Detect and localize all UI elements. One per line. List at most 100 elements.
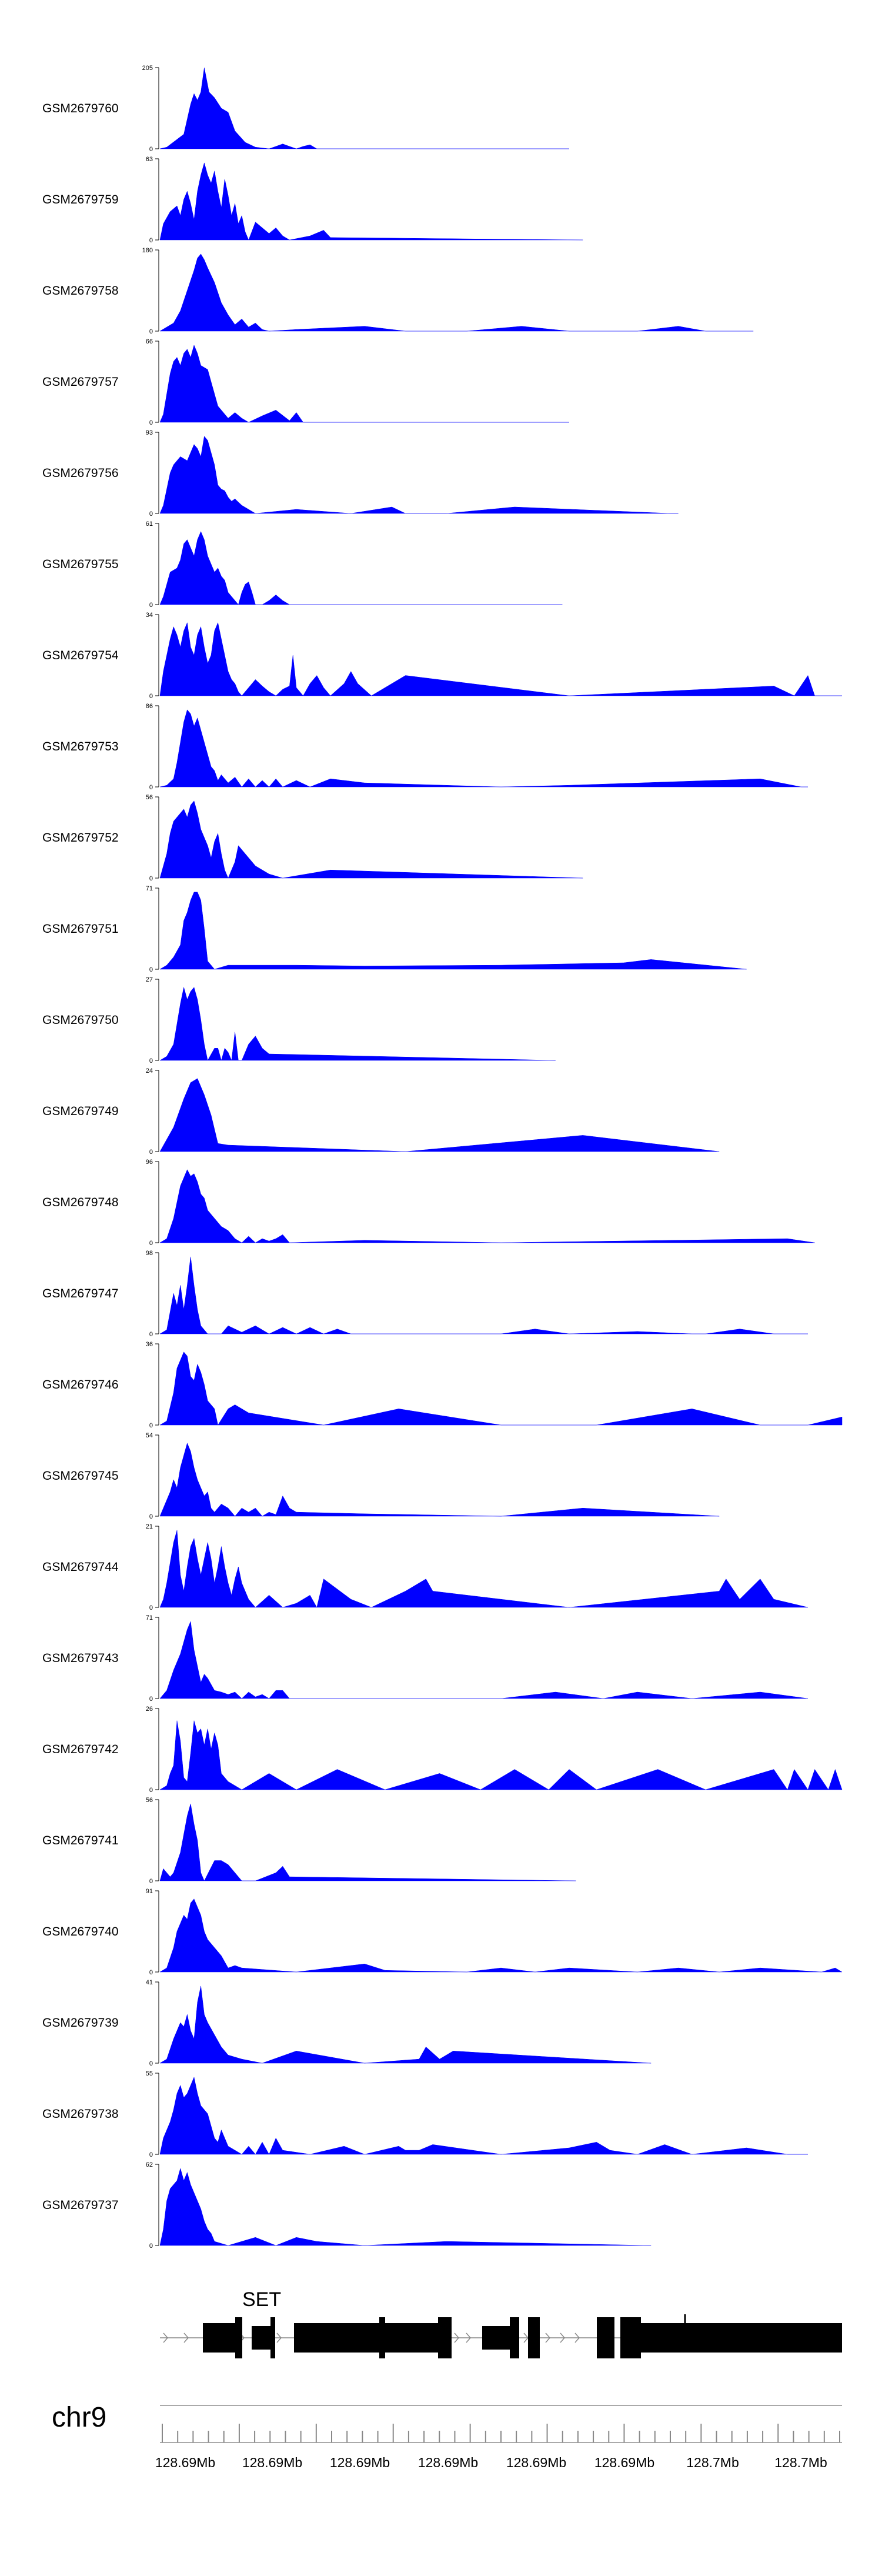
exon-block [620,2317,641,2358]
exon-block [510,2317,519,2358]
coverage-area [159,1352,843,1426]
y-max-label: 56 [146,794,153,801]
chevron-mark [454,2333,459,2343]
gene-model-track: SET [160,2288,842,2358]
exon-block [379,2317,385,2358]
y-min-label: 0 [149,875,153,882]
track-label: GSM2679751 [42,922,119,936]
y-max-label: 24 [146,1067,153,1075]
y-max-label: 27 [146,976,153,983]
coverage-area [159,253,754,332]
y-min-label: 0 [149,2060,153,2067]
coverage-area [159,892,747,970]
exon-block [482,2326,510,2350]
track-GSM2679759: GSM2679759 63 0 [42,156,583,244]
track-label: GSM2679745 [42,1469,119,1483]
chevron-mark [574,2333,580,2343]
exon-block [252,2326,270,2350]
y-min-label: 0 [149,1878,153,1885]
chevron-mark [276,2333,282,2343]
track-GSM2679751: GSM2679751 71 0 [42,885,747,973]
coverage-area [159,2167,652,2246]
exon-block [438,2317,452,2358]
coverage-area [159,1443,720,1517]
track-GSM2679756: GSM2679756 93 0 [42,429,679,518]
track-GSM2679754: GSM2679754 34 0 [42,612,842,700]
y-min-label: 0 [149,419,153,426]
track-label: GSM2679754 [42,649,119,662]
y-min-label: 0 [149,602,153,609]
strand-chevrons [163,2333,580,2343]
y-max-label: 86 [146,703,153,710]
y-min-label: 0 [149,693,153,700]
track-GSM2679752: GSM2679752 56 0 [42,794,583,882]
y-min-label: 0 [149,784,153,791]
track-label: GSM2679738 [42,2107,119,2121]
track-label: GSM2679752 [42,831,119,845]
y-min-label: 0 [149,1787,153,1794]
axis-tick-label: 128.69Mb [506,2455,566,2470]
exon-block [203,2323,235,2353]
y-max-label: 26 [146,1706,153,1713]
track-label: GSM2679740 [42,1925,119,1938]
track-GSM2679750: GSM2679750 27 0 [42,976,556,1065]
y-max-label: 34 [146,612,153,619]
y-min-label: 0 [149,2243,153,2250]
track-GSM2679746: GSM2679746 36 0 [42,1341,843,1429]
y-min-label: 0 [149,1696,153,1703]
track-label: GSM2679759 [42,193,119,206]
track-GSM2679745: GSM2679745 54 0 [42,1432,720,1520]
y-min-label: 0 [149,328,153,335]
track-GSM2679753: GSM2679753 86 0 [42,703,808,791]
coverage-area [159,345,569,423]
y-min-label: 0 [149,1149,153,1156]
track-GSM2679738: GSM2679738 55 0 [42,2070,808,2158]
track-label: GSM2679746 [42,1378,119,1392]
y-max-label: 54 [146,1432,153,1439]
y-min-label: 0 [149,1604,153,1611]
y-max-label: 91 [146,1888,153,1895]
track-label: GSM2679744 [42,1560,119,1574]
chevron-mark [466,2333,471,2343]
chevron-mark [545,2333,550,2343]
coverage-area [159,2077,808,2155]
exon-block [385,2323,438,2353]
y-max-label: 41 [146,1979,153,1986]
coverage-area [159,436,679,514]
y-min-label: 0 [149,2151,153,2158]
track-GSM2679749: GSM2679749 24 0 [42,1067,720,1156]
track-GSM2679758: GSM2679758 180 0 [42,247,754,335]
exon-block [641,2323,842,2353]
exon-block [597,2317,614,2358]
genome-axis: chr9 128.69Mb 128.69Mb 128.69Mb 128.69Mb 128… [52,2402,842,2470]
y-min-label: 0 [149,1969,153,1976]
coverage-area [159,1620,808,1699]
y-max-label: 71 [146,1614,153,1621]
y-max-label: 56 [146,1797,153,1804]
track-label: GSM2679753 [42,740,119,753]
coverage-area [159,1078,720,1152]
y-min-label: 0 [149,1240,153,1247]
chromosome-label: chr9 [52,2402,106,2433]
track-label: GSM2679741 [42,1834,119,1847]
track-label: GSM2679756 [42,466,119,480]
track-GSM2679741: GSM2679741 56 0 [42,1797,576,1885]
coverage-area [159,987,556,1061]
track-label: GSM2679737 [42,2198,119,2212]
exon-block [235,2317,242,2358]
y-min-label: 0 [149,1331,153,1338]
axis-tick-labels: 128.69Mb 128.69Mb 128.69Mb 128.69Mb 128.69Mb… [155,2455,827,2470]
y-max-label: 96 [146,1159,153,1166]
y-max-label: 62 [146,2161,153,2168]
track-label: GSM2679750 [42,1013,119,1027]
y-min-label: 0 [149,1422,153,1429]
exon-block [294,2323,382,2353]
coverage-area [159,1986,652,2064]
axis-tick-label: 128.69Mb [330,2455,390,2470]
track-label: GSM2679758 [42,284,119,298]
track-label: GSM2679757 [42,375,119,389]
track-GSM2679755: GSM2679755 61 0 [42,520,563,609]
y-min-label: 0 [149,510,153,518]
exon-block [528,2317,540,2358]
